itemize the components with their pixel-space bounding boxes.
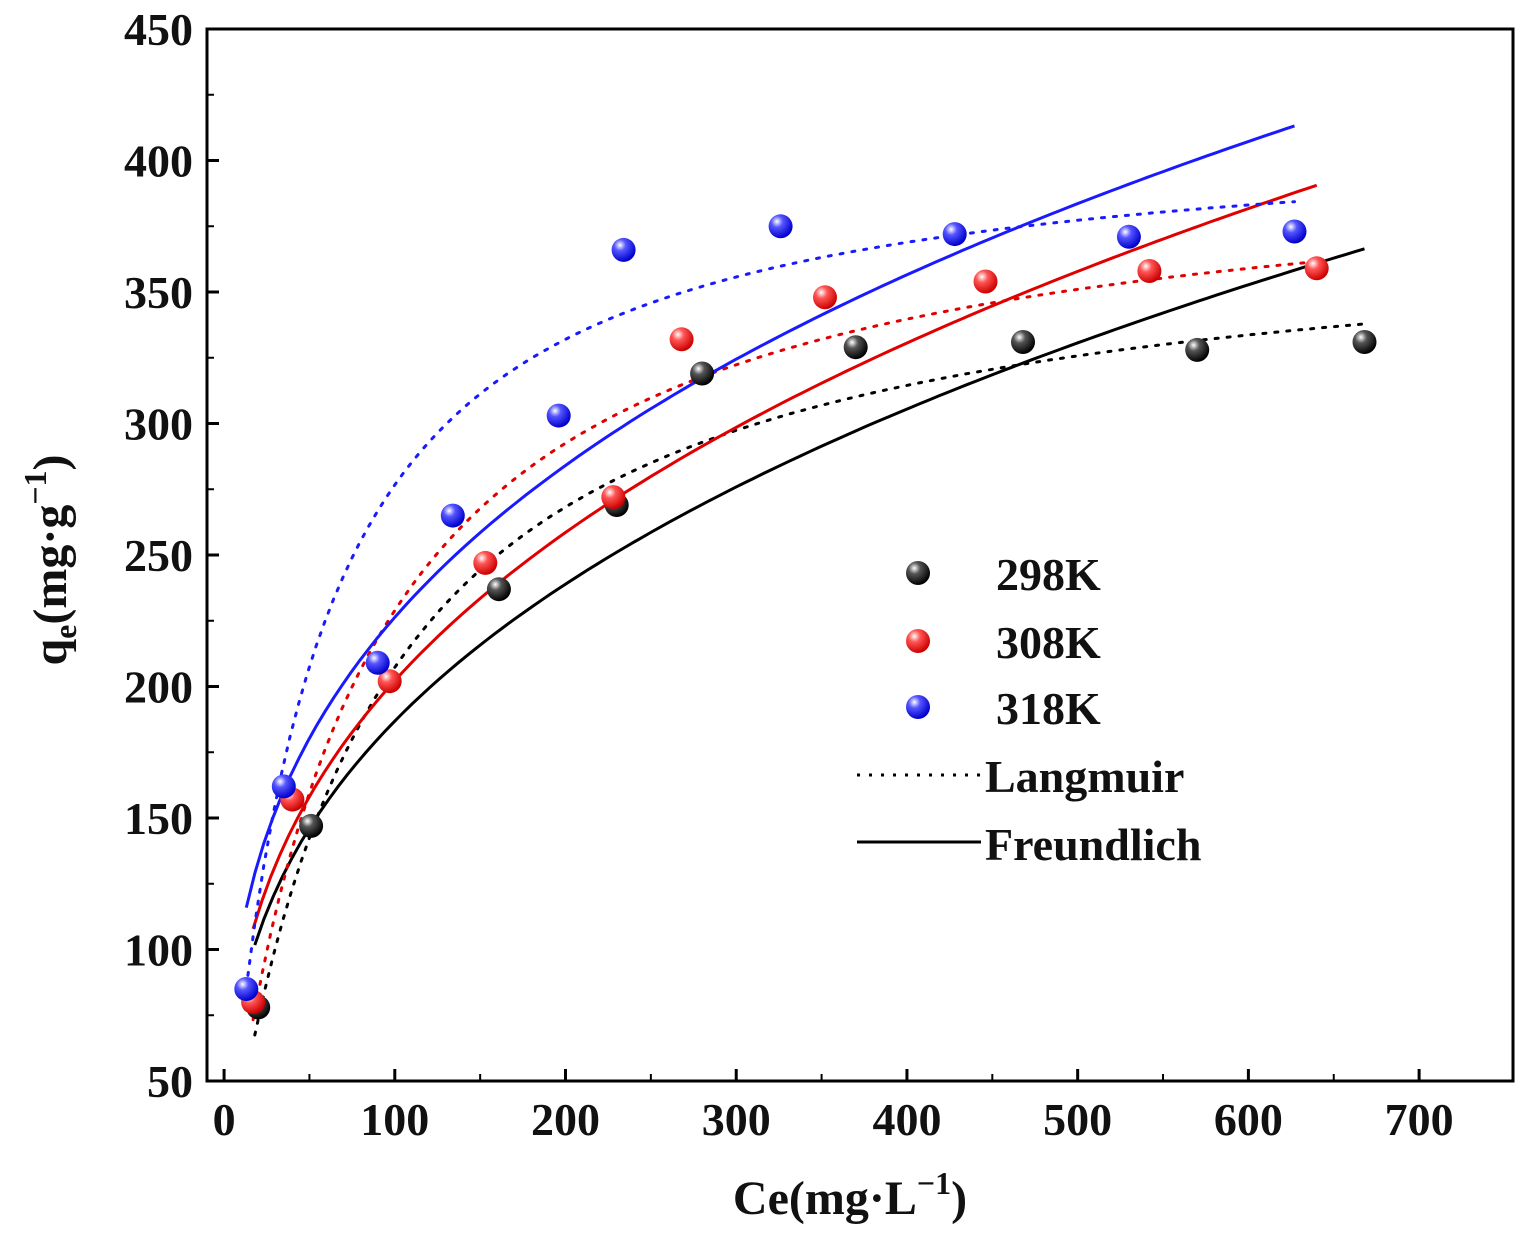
data-point-318k bbox=[1282, 219, 1307, 244]
y-tick-label: 250 bbox=[124, 530, 193, 581]
x-tick-label: 200 bbox=[531, 1094, 600, 1145]
fit-curves bbox=[244, 124, 1366, 1037]
x-tick-label: 0 bbox=[213, 1094, 236, 1145]
data-point-308k bbox=[473, 550, 498, 575]
data-point-298k bbox=[843, 335, 868, 360]
y-tick-label: 400 bbox=[124, 136, 193, 187]
legend-marker-298k bbox=[906, 561, 930, 585]
data-point-308k bbox=[1137, 259, 1162, 283]
data-point-318k bbox=[365, 650, 390, 675]
data-point-318k bbox=[942, 222, 967, 247]
data-point-318k bbox=[234, 977, 259, 1001]
data-point-308k bbox=[973, 269, 998, 294]
langmuir-curve-318k bbox=[244, 200, 1296, 989]
x-axis-title: Ce(mg·L−1) bbox=[733, 1165, 967, 1225]
x-axis-title-main: Ce(mg·L bbox=[733, 1172, 917, 1225]
data-point-308k bbox=[377, 669, 402, 694]
axis-ticks: 0 100 200 300 400 500 600 700 50 100 150 200 250 300 3… bbox=[124, 4, 1454, 1145]
y-tick-label: 50 bbox=[147, 1056, 193, 1107]
y-tick-label: 450 bbox=[124, 4, 193, 55]
data-point-318k bbox=[1116, 224, 1141, 249]
y-axis-title-mid: (mg·g bbox=[24, 505, 77, 625]
legend-label-298k: 298K bbox=[996, 549, 1101, 600]
data-point-298k bbox=[486, 577, 511, 602]
legend-marker-318k bbox=[906, 695, 930, 719]
data-point-318k bbox=[768, 214, 793, 239]
freundlich-curve-298k bbox=[253, 247, 1365, 946]
data-point-318k bbox=[271, 774, 296, 799]
legend: 298K 308K 318K Langmuir Freundlich bbox=[857, 549, 1201, 870]
data-point-298k bbox=[1352, 330, 1377, 354]
legend-label-308k: 308K bbox=[996, 617, 1101, 668]
x-tick-label: 300 bbox=[702, 1094, 771, 1145]
data-point-298k bbox=[690, 361, 715, 386]
legend-label-freundlich: Freundlich bbox=[985, 819, 1201, 870]
y-axis-title-sub: e bbox=[47, 625, 83, 639]
data-point-298k bbox=[1011, 330, 1035, 354]
y-tick-label: 350 bbox=[124, 267, 193, 318]
x-tick-label: 500 bbox=[1043, 1094, 1112, 1145]
x-tick-label: 700 bbox=[1385, 1094, 1454, 1145]
data-point-318k bbox=[611, 237, 636, 262]
legend-label-langmuir: Langmuir bbox=[985, 751, 1184, 802]
data-point-308k bbox=[601, 485, 626, 510]
y-tick-label: 300 bbox=[124, 399, 193, 450]
data-point-308k bbox=[813, 285, 837, 310]
freundlich-curve-318k bbox=[244, 124, 1295, 908]
x-axis-title-sup: −1 bbox=[917, 1165, 951, 1201]
x-axis-title-tail: ) bbox=[951, 1172, 967, 1225]
legend-marker-308k bbox=[906, 629, 930, 653]
langmuir-curve-298k bbox=[253, 322, 1366, 1037]
data-points bbox=[234, 214, 1377, 1020]
x-tick-label: 400 bbox=[872, 1094, 941, 1145]
x-tick-label: 100 bbox=[360, 1094, 429, 1145]
data-point-318k bbox=[440, 503, 465, 528]
legend-label-318k: 318K bbox=[996, 683, 1101, 734]
y-axis-title-tail: ) bbox=[24, 454, 77, 470]
y-tick-label: 150 bbox=[124, 793, 193, 844]
y-axis-title-main: q bbox=[24, 639, 77, 666]
y-tick-label: 100 bbox=[124, 925, 193, 976]
data-point-298k bbox=[299, 813, 324, 838]
data-point-308k bbox=[1304, 256, 1329, 281]
y-axis-title-sup: −1 bbox=[17, 470, 53, 504]
langmuir-curve-308k bbox=[251, 260, 1319, 1022]
freundlich-curve-308k bbox=[251, 183, 1318, 930]
data-point-308k bbox=[669, 327, 694, 352]
data-point-298k bbox=[1185, 337, 1210, 362]
y-tick-label: 200 bbox=[124, 662, 193, 713]
data-point-318k bbox=[546, 403, 571, 428]
plot-frame bbox=[205, 27, 1515, 1083]
x-tick-label: 600 bbox=[1214, 1094, 1283, 1145]
y-axis-title: qe(mg·g−1) bbox=[17, 454, 83, 665]
